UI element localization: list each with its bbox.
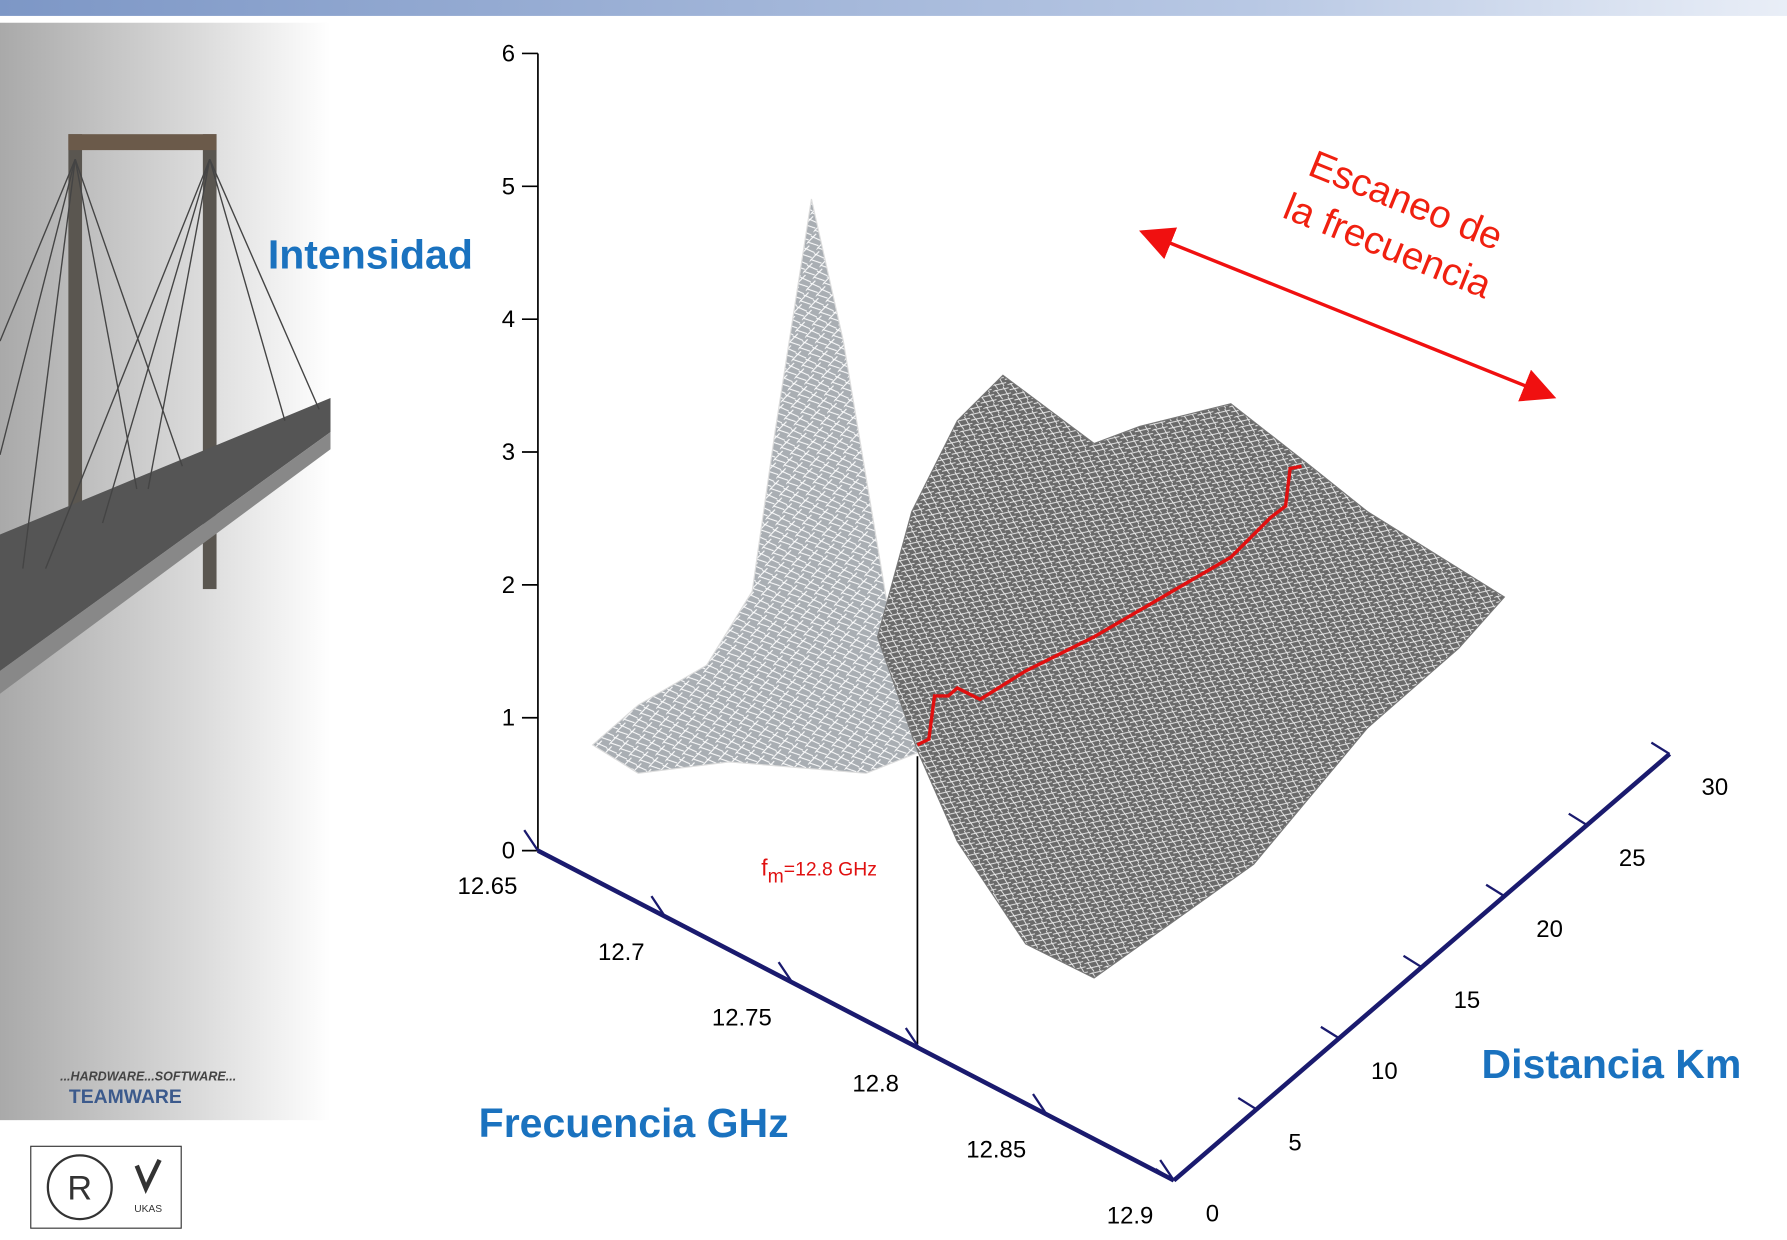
z-tick-label: 3 [502,439,515,466]
marker-subscript: m [768,865,784,887]
z-axis-label: Intensidad [268,231,473,277]
certification-badge: R UKAS [31,1146,181,1228]
distance-tick [1238,1098,1256,1109]
distance-axis-label: Distancia Km [1482,1041,1742,1087]
frequency-tick-label: 12.65 [458,873,518,900]
top-bar [0,0,1787,16]
scan-note: Escaneo de la frecuencia [1278,140,1517,307]
z-tick-label: 5 [502,173,515,200]
frequency-tick-label: 12.85 [966,1137,1026,1164]
frequency-tick-label: 12.8 [852,1071,899,1098]
z-tick-label: 2 [502,572,515,599]
z-tick-label: 4 [502,306,515,333]
distance-tick-label: 10 [1371,1058,1398,1085]
distance-tick-label: 25 [1619,845,1646,872]
frequency-tick-label: 12.9 [1107,1203,1154,1230]
distance-tick-label: 30 [1702,774,1729,801]
bridge-image [0,23,331,1120]
distance-tick [1651,743,1669,754]
page: ...HARDWARE...SOFTWARE... TEAMWARE R UKA… [0,0,1787,1235]
z-tick-label: 0 [502,838,515,865]
distance-tick [1486,885,1504,896]
surface [593,199,1505,978]
marker-text: =12.8 GHz [784,859,877,881]
badge-text: UKAS [134,1204,162,1215]
frequency-tick [524,830,538,850]
frequency-axis-label: Frecuencia GHz [479,1100,789,1146]
distance-tick-label: 5 [1288,1129,1301,1156]
marker-label: fm=12.8 GHz [761,855,877,888]
distance-tick-label: 20 [1536,916,1563,943]
svg-text:R: R [67,1170,92,1208]
frequency-tick-label: 12.7 [598,939,645,966]
logo-tagline: ...HARDWARE...SOFTWARE... [60,1069,236,1083]
distance-tick-label: 15 [1454,987,1481,1014]
z-tick-label: 6 [502,40,515,67]
z-tick-label: 1 [502,705,515,732]
distance-tick [1404,956,1422,967]
logo-name: TEAMWARE [69,1086,182,1108]
slide: ...HARDWARE...SOFTWARE... TEAMWARE R UKA… [0,0,1787,1235]
distance-tick [1569,814,1587,825]
distance-tick-label: 0 [1206,1200,1219,1227]
frequency-tick-label: 12.75 [712,1005,772,1032]
distance-tick [1321,1027,1339,1038]
